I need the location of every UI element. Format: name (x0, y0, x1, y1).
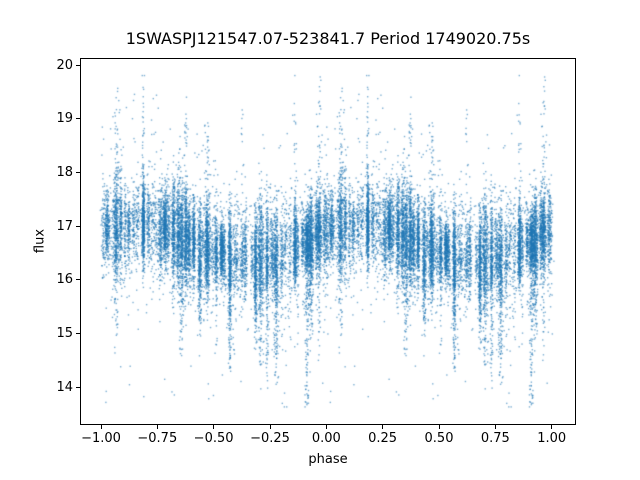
y-tick-label: 14 (56, 379, 73, 395)
x-tick-mark (156, 425, 158, 429)
x-tick-label: 0.50 (424, 431, 454, 446)
y-tick-label: 15 (56, 326, 73, 342)
y-tick-mark (76, 333, 80, 335)
y-tick-mark (76, 172, 80, 173)
y-tick-mark (76, 64, 80, 66)
y-tick-mark (76, 225, 80, 227)
x-tick-mark (269, 425, 271, 429)
x-tick-mark (494, 425, 496, 429)
x-tick-label: 1.00 (537, 431, 567, 446)
y-tick-label: 16 (56, 272, 73, 288)
x-tick-label: −0.50 (193, 431, 234, 446)
x-tick-label: −0.75 (137, 431, 178, 446)
y-tick-label: 18 (56, 165, 73, 180)
x-tick-label: 0.75 (480, 431, 510, 446)
scatter-points-canvas (81, 59, 575, 424)
x-tick-label: 0.00 (311, 431, 341, 446)
y-tick-label: 20 (56, 57, 73, 73)
x-tick-mark (551, 425, 553, 429)
y-tick-mark (76, 279, 80, 281)
x-tick-mark (100, 425, 102, 429)
x-tick-mark (438, 425, 440, 429)
x-axis-label: phase (308, 452, 348, 467)
y-tick-mark (76, 386, 80, 388)
x-tick-label: −1.00 (81, 431, 121, 446)
x-tick-mark (382, 425, 384, 429)
x-tick-label: −0.25 (250, 431, 290, 446)
y-tick-label: 17 (56, 218, 73, 234)
x-tick-label: 0.25 (368, 431, 398, 446)
y-tick-mark (76, 118, 80, 120)
plot-area (80, 58, 576, 425)
y-axis-label: flux (32, 228, 48, 254)
x-tick-mark (213, 425, 215, 429)
y-tick-label: 19 (56, 111, 73, 127)
x-tick-mark (325, 425, 327, 429)
chart-title: 1SWASPJ121547.07-523841.7 Period 1749020… (125, 29, 531, 48)
